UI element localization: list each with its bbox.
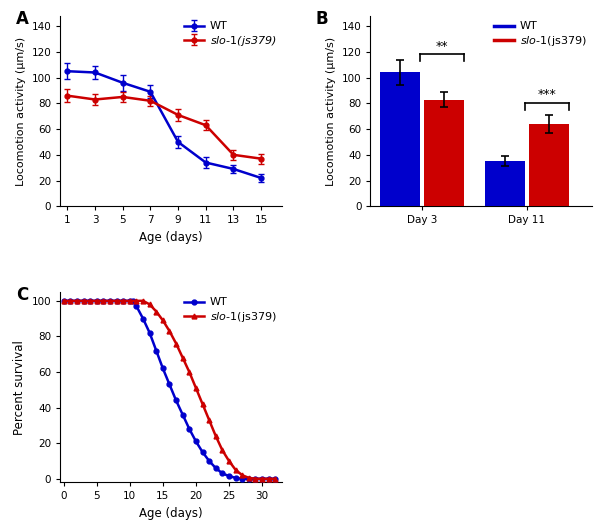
$\mathit{slo}$-$\mathit{1}$(js379)	[245, 475, 252, 481]
$\mathit{slo}$-$\mathit{1}$(js379)	[259, 475, 266, 482]
WT	[179, 411, 186, 418]
WT	[140, 315, 147, 322]
$\mathit{slo}$-$\mathit{1}$(js379)	[212, 433, 219, 439]
WT	[252, 475, 259, 482]
WT	[100, 298, 107, 304]
WT	[265, 475, 272, 482]
WT	[272, 475, 279, 482]
WT	[212, 465, 219, 471]
WT	[106, 298, 114, 304]
WT	[129, 298, 137, 304]
$\mathit{slo}$-$\mathit{1}$(js379)	[126, 298, 133, 304]
$\mathit{slo}$-$\mathit{1}$(js379)	[106, 298, 114, 304]
Legend: WT, $\mathit{slo}$-$\mathit{1}$(js379): WT, $\mathit{slo}$-$\mathit{1}$(js379)	[184, 21, 276, 48]
WT	[73, 298, 80, 304]
$\mathit{slo}$-$\mathit{1}$(js379)	[100, 298, 107, 304]
Legend: WT, $\mathit{slo}$-$\mathit{1}$(js379): WT, $\mathit{slo}$-$\mathit{1}$(js379)	[494, 21, 586, 48]
WT	[225, 473, 233, 479]
WT	[153, 348, 160, 354]
Line: WT: WT	[61, 298, 278, 481]
$\mathit{slo}$-$\mathit{1}$(js379)	[140, 298, 147, 304]
WT	[173, 398, 180, 404]
Y-axis label: Locomotion activity (μm/s): Locomotion activity (μm/s)	[326, 37, 336, 185]
$\mathit{slo}$-$\mathit{1}$(js379)	[265, 475, 272, 482]
WT	[126, 298, 133, 304]
X-axis label: Age (days): Age (days)	[140, 231, 203, 244]
$\mathit{slo}$-$\mathit{1}$(js379)	[272, 475, 279, 482]
WT	[199, 449, 206, 455]
$\mathit{slo}$-$\mathit{1}$(js379)	[225, 458, 233, 464]
WT	[192, 438, 199, 445]
WT	[80, 298, 87, 304]
WT	[60, 298, 67, 304]
Text: B: B	[315, 10, 328, 28]
$\mathit{slo}$-$\mathit{1}$(js379)	[80, 298, 87, 304]
WT	[239, 475, 246, 482]
$\mathit{slo}$-$\mathit{1}$(js379)	[60, 298, 67, 304]
Bar	[529, 124, 569, 206]
Text: ***: ***	[538, 89, 556, 101]
WT	[185, 426, 193, 432]
WT	[120, 298, 127, 304]
WT	[86, 298, 94, 304]
WT	[232, 475, 239, 481]
WT	[166, 381, 173, 387]
Bar	[484, 161, 525, 206]
Bar	[424, 100, 464, 206]
$\mathit{slo}$-$\mathit{1}$(js379)	[159, 317, 167, 324]
Text: A: A	[16, 10, 29, 28]
WT	[66, 298, 74, 304]
Y-axis label: Locomotion activity (μm/s): Locomotion activity (μm/s)	[16, 37, 26, 185]
$\mathit{slo}$-$\mathit{1}$(js379)	[179, 355, 186, 361]
$\mathit{slo}$-$\mathit{1}$(js379)	[192, 385, 199, 391]
WT	[245, 475, 252, 482]
WT	[93, 298, 100, 304]
WT	[159, 365, 167, 372]
WT	[146, 330, 153, 336]
WT	[133, 303, 140, 310]
$\mathit{slo}$-$\mathit{1}$(js379)	[199, 401, 206, 407]
WT	[113, 298, 120, 304]
Line: $\mathit{slo}$-$\mathit{1}$(js379): $\mathit{slo}$-$\mathit{1}$(js379)	[61, 298, 278, 481]
X-axis label: Age (days): Age (days)	[140, 507, 203, 520]
Y-axis label: Percent survival: Percent survival	[13, 340, 26, 435]
Text: C: C	[16, 286, 28, 304]
Text: **: **	[436, 40, 449, 52]
WT	[259, 475, 266, 482]
WT	[219, 470, 226, 476]
$\mathit{slo}$-$\mathit{1}$(js379)	[133, 298, 140, 304]
$\mathit{slo}$-$\mathit{1}$(js379)	[166, 328, 173, 334]
Legend: WT, $\mathit{slo}$-$\mathit{1}$(js379): WT, $\mathit{slo}$-$\mathit{1}$(js379)	[184, 297, 276, 324]
$\mathit{slo}$-$\mathit{1}$(js379)	[93, 298, 100, 304]
$\mathit{slo}$-$\mathit{1}$(js379)	[252, 475, 259, 482]
$\mathit{slo}$-$\mathit{1}$(js379)	[232, 467, 239, 473]
$\mathit{slo}$-$\mathit{1}$(js379)	[205, 417, 213, 423]
$\mathit{slo}$-$\mathit{1}$(js379)	[86, 298, 94, 304]
$\mathit{slo}$-$\mathit{1}$(js379)	[146, 301, 153, 307]
Bar	[380, 73, 420, 206]
$\mathit{slo}$-$\mathit{1}$(js379)	[185, 369, 193, 375]
$\mathit{slo}$-$\mathit{1}$(js379)	[66, 298, 74, 304]
WT	[205, 458, 213, 464]
$\mathit{slo}$-$\mathit{1}$(js379)	[113, 298, 120, 304]
$\mathit{slo}$-$\mathit{1}$(js379)	[73, 298, 80, 304]
$\mathit{slo}$-$\mathit{1}$(js379)	[153, 308, 160, 315]
$\mathit{slo}$-$\mathit{1}$(js379)	[120, 298, 127, 304]
$\mathit{slo}$-$\mathit{1}$(js379)	[219, 447, 226, 454]
$\mathit{slo}$-$\mathit{1}$(js379)	[239, 472, 246, 479]
$\mathit{slo}$-$\mathit{1}$(js379)	[173, 340, 180, 347]
